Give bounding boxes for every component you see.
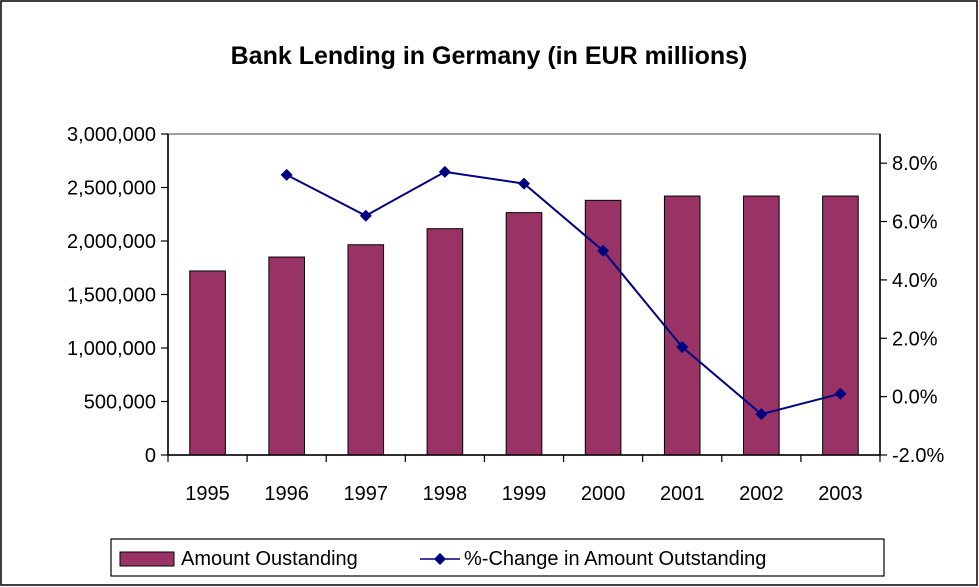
left-tick-label: 3,000,000	[67, 124, 156, 146]
legend-bar-swatch	[119, 551, 175, 567]
bar-2001	[663, 195, 701, 456]
axes: 0 500,000 1,000,000 1,500,000 2,000,000 2,500…	[67, 124, 944, 505]
left-tick-label: 0	[145, 445, 156, 467]
bar-1999	[505, 212, 543, 456]
right-tick-label: 2.0%	[892, 328, 938, 350]
pct-change-point-1999	[518, 177, 530, 190]
right-tick-label: 4.0%	[892, 270, 938, 292]
bar-2003	[822, 195, 859, 456]
pct-change-point-2003	[834, 387, 847, 400]
left-tick-label: 1,500,000	[67, 285, 156, 307]
bar-1997	[347, 244, 385, 456]
right-tick-label: 0.0%	[892, 387, 938, 409]
bar-series	[189, 195, 859, 456]
bar-1998	[426, 228, 464, 456]
legend-label-bars: Amount Oustanding	[181, 548, 358, 570]
right-tick-label: 6.0%	[892, 212, 938, 234]
pct-change-line	[286, 170, 841, 416]
x-tick-label: 2002	[739, 483, 784, 505]
x-tick-label: 2003	[818, 483, 863, 505]
legend: Amount Oustanding %-Change in Amount Out…	[110, 538, 885, 577]
x-tick-label: 1999	[502, 483, 547, 505]
x-tick-label: 2000	[581, 483, 626, 505]
right-tick-label: 8.0%	[892, 153, 938, 175]
pct-change-point-1997	[359, 209, 372, 222]
left-tick-label: 500,000	[84, 392, 156, 414]
pct-change-point-2001	[676, 341, 689, 354]
bar-1995	[189, 270, 226, 456]
pct-change-point-2000	[597, 244, 610, 257]
bar-1996	[268, 256, 305, 456]
pct-change-point-2002	[755, 408, 768, 421]
bar-2000	[584, 199, 622, 456]
chart-title: Bank Lending in Germany (in EUR millions…	[231, 42, 748, 70]
x-tick-label: 1997	[344, 483, 389, 505]
left-tick-label: 2,500,000	[67, 178, 156, 200]
x-tick-label: 1996	[264, 483, 309, 505]
legend-box	[110, 538, 885, 577]
x-tick-label: 1995	[185, 483, 230, 505]
x-tick-label: 2001	[660, 483, 705, 505]
left-tick-label: 1,000,000	[67, 338, 156, 360]
x-tick-label: 1998	[423, 483, 468, 505]
left-tick-label: 2,000,000	[67, 231, 156, 253]
legend-diamond-marker	[434, 553, 446, 565]
pct-change-point-1998	[438, 165, 451, 178]
right-tick-label: -2.0%	[892, 445, 944, 467]
pct-change-point-1996	[280, 168, 293, 181]
legend-label-line: %-Change in Amount Outstanding	[464, 548, 766, 570]
line-series	[280, 165, 847, 421]
